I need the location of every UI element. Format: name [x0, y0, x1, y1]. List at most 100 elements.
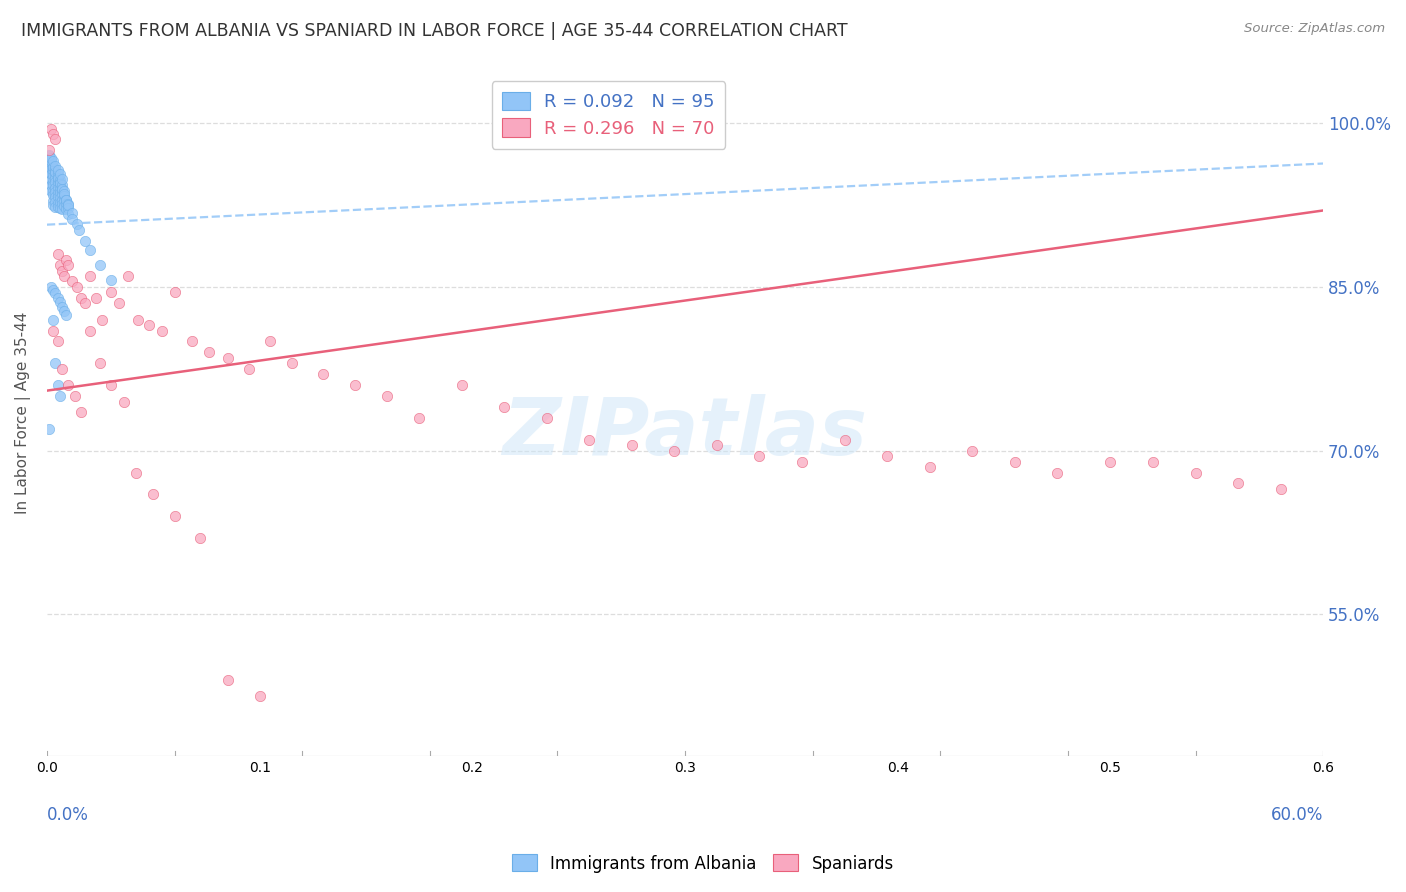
Point — [51, 178, 73, 193]
Point — [53, 268, 76, 283]
Point — [46, 170, 69, 185]
Point — [48, 195, 70, 210]
Point — [42, 160, 65, 174]
Point — [42, 283, 65, 297]
Point — [51, 361, 73, 376]
Point — [112, 394, 135, 409]
Point — [51, 193, 73, 207]
Point — [578, 433, 600, 447]
Point — [53, 199, 76, 213]
Point — [46, 334, 69, 349]
Point — [1046, 466, 1069, 480]
Point — [70, 405, 93, 419]
Point — [108, 296, 131, 310]
Point — [1227, 476, 1250, 491]
Point — [125, 466, 148, 480]
Point — [100, 378, 122, 392]
Point — [38, 165, 60, 179]
Point — [75, 234, 97, 248]
Point — [44, 175, 66, 189]
Point — [53, 304, 76, 318]
Point — [55, 252, 77, 267]
Point — [790, 454, 813, 468]
Point — [620, 438, 643, 452]
Point — [42, 160, 65, 174]
Point — [1142, 454, 1164, 468]
Point — [197, 345, 219, 359]
Point — [249, 690, 271, 704]
Point — [46, 247, 69, 261]
Y-axis label: In Labor Force | Age 35-44: In Labor Force | Age 35-44 — [15, 311, 31, 514]
Point — [44, 190, 66, 204]
Point — [42, 127, 65, 141]
Point — [344, 378, 367, 392]
Point — [44, 166, 66, 180]
Point — [38, 144, 60, 158]
Point — [39, 178, 62, 193]
Point — [75, 296, 97, 310]
Legend: R = 0.092   N = 95, R = 0.296   N = 70: R = 0.092 N = 95, R = 0.296 N = 70 — [492, 81, 725, 149]
Point — [46, 291, 69, 305]
Point — [44, 165, 66, 179]
Point — [42, 324, 65, 338]
Point — [44, 161, 66, 176]
Text: 0.0%: 0.0% — [46, 805, 89, 823]
Point — [55, 202, 77, 217]
Point — [44, 170, 66, 185]
Point — [46, 180, 69, 194]
Point — [44, 194, 66, 209]
Point — [39, 154, 62, 169]
Point — [38, 422, 60, 436]
Point — [62, 212, 84, 227]
Point — [48, 191, 70, 205]
Point — [163, 509, 186, 524]
Point — [55, 308, 77, 322]
Point — [58, 197, 80, 211]
Point — [876, 449, 898, 463]
Point — [53, 187, 76, 202]
Point — [39, 161, 62, 176]
Text: IMMIGRANTS FROM ALBANIA VS SPANIARD IN LABOR FORCE | AGE 35-44 CORRELATION CHART: IMMIGRANTS FROM ALBANIA VS SPANIARD IN L… — [21, 22, 848, 40]
Point — [163, 285, 186, 300]
Point — [51, 181, 73, 195]
Point — [53, 189, 76, 203]
Point — [55, 193, 77, 207]
Point — [39, 280, 62, 294]
Point — [217, 673, 239, 687]
Point — [79, 324, 101, 338]
Point — [91, 312, 114, 326]
Point — [48, 389, 70, 403]
Point — [42, 154, 65, 169]
Point — [38, 148, 60, 162]
Point — [62, 275, 84, 289]
Point — [55, 197, 77, 211]
Point — [84, 291, 107, 305]
Point — [48, 295, 70, 310]
Point — [48, 202, 70, 216]
Text: 60.0%: 60.0% — [1271, 805, 1323, 823]
Point — [42, 194, 65, 208]
Point — [42, 188, 65, 202]
Point — [142, 487, 165, 501]
Point — [180, 334, 202, 349]
Point — [39, 158, 62, 172]
Point — [46, 176, 69, 190]
Point — [67, 223, 90, 237]
Point — [664, 443, 686, 458]
Point — [138, 318, 160, 332]
Point — [39, 151, 62, 165]
Point — [42, 169, 65, 183]
Point — [48, 168, 70, 182]
Point — [46, 200, 69, 214]
Point — [834, 433, 856, 447]
Legend: Immigrants from Albania, Spaniards: Immigrants from Albania, Spaniards — [505, 847, 901, 880]
Point — [58, 198, 80, 212]
Point — [48, 176, 70, 190]
Point — [58, 258, 80, 272]
Point — [46, 190, 69, 204]
Point — [1184, 466, 1206, 480]
Point — [63, 389, 86, 403]
Point — [38, 149, 60, 163]
Point — [46, 195, 69, 210]
Point — [42, 164, 65, 178]
